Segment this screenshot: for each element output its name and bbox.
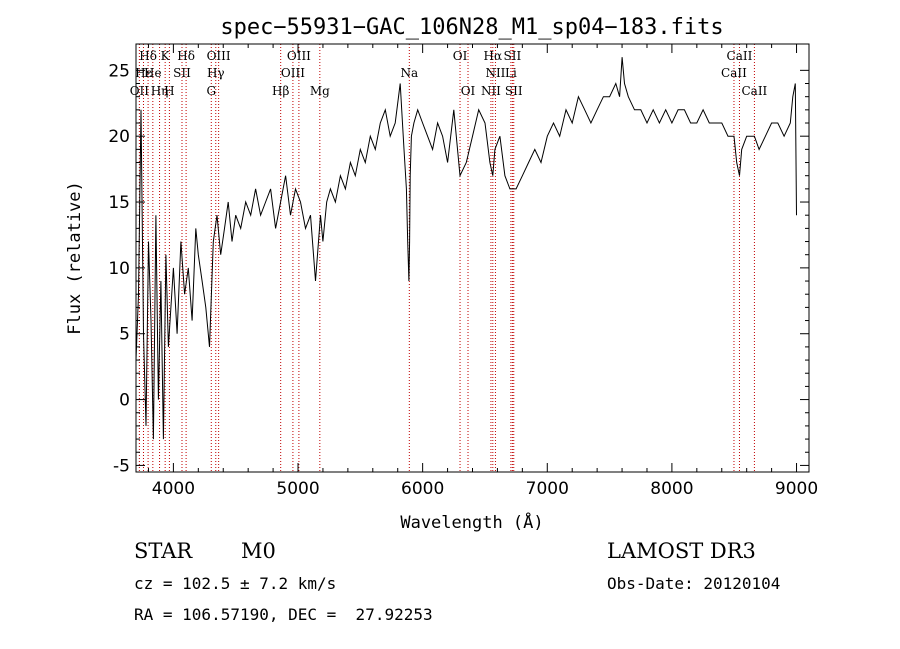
line-label: NII [481,84,501,98]
line-label: Hδ [139,49,157,63]
line-label: Li [505,66,517,80]
spectrum-series-line [135,57,797,440]
line-label: Hη [151,84,169,98]
y-tick-label: 0 [119,391,130,411]
line-label: H [164,84,174,98]
y-tick-label: 25 [108,61,130,81]
line-label: Hδ [177,49,195,63]
line-label: OIII [207,49,231,63]
line-label: Hβ [272,84,289,98]
x-tick-label: 9000 [775,479,818,499]
y-tick-label: 15 [108,193,130,213]
line-label: NII [485,66,505,80]
line-label: OII [130,84,150,98]
line-label: Hα [484,49,503,63]
line-label: G [206,84,216,98]
x-tick-label: 5000 [276,479,319,499]
object-class: STAR [134,539,193,563]
x-axis-label: Wavelength (Å) [400,511,543,533]
x-tick-label: 4000 [152,479,195,499]
y-tick-label: 20 [108,127,130,147]
y-axis-ticks: -5 0 5 10 15 20 25 [108,61,809,476]
x-tick-label: 8000 [650,479,693,499]
line-label: OIII [281,66,305,80]
line-label: K [161,49,171,63]
line-label: OI [461,84,476,98]
line-label: CaII [721,66,747,80]
y-tick-label: -5 [113,456,130,476]
line-label: CaII [727,49,753,63]
line-label: OI [453,49,468,63]
x-axis-ticks: 4000 5000 6000 7000 8000 9000 [147,44,818,499]
y-axis-label: Flux (relative) [65,181,85,335]
y-tick-label: 10 [108,259,130,279]
redshift-velocity: cz = 102.5 ± 7.2 km/s [134,574,337,593]
line-label: He [144,66,162,80]
y-tick-label: 5 [119,325,130,345]
x-tick-label: 7000 [526,479,569,499]
line-label: Hγ [207,66,225,80]
line-label: Na [400,66,418,80]
coordinates: RA = 106.57190, DEC = 27.92253 [134,605,433,624]
line-label: CaII [741,84,767,98]
object-subclass: M0 [241,539,276,563]
line-label: SII [504,49,522,63]
survey-name: LAMOST DR3 [607,539,756,563]
line-label: OIII [287,49,311,63]
plot-frame [135,43,810,473]
emission-line-markers [138,44,755,472]
line-label: SII [505,84,523,98]
line-label: Hε [135,66,152,80]
observation-date: Obs-Date: 20120104 [607,574,781,593]
line-label: SII [173,66,191,80]
chart-title: spec−55931−GAC_106N28_M1_sp04−183.fits [220,15,723,40]
line-label: Mg [310,84,330,98]
x-tick-label: 6000 [401,479,444,499]
